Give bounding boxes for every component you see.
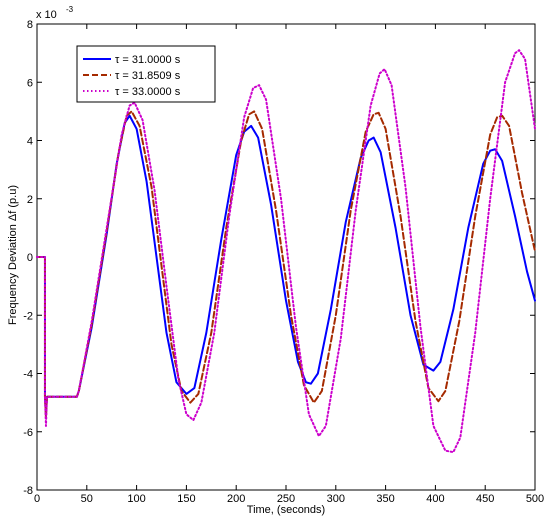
x-tick-label: 500 <box>526 493 544 505</box>
y-multiplier-label: x 10 <box>36 9 57 21</box>
y-tick-label: -2 <box>23 310 33 322</box>
x-tick-label: 50 <box>81 493 93 505</box>
series-line-3 <box>36 49 536 454</box>
x-tick-label: 300 <box>327 493 345 505</box>
x-tick-label: 400 <box>426 493 444 505</box>
y-tick-label: 4 <box>27 136 33 148</box>
legend-label-1: τ = 31.0000 s <box>115 54 181 66</box>
y-tick-label: 6 <box>27 77 33 89</box>
legend-label-3: τ = 33.0000 s <box>115 86 181 98</box>
series-line-1 <box>36 114 536 416</box>
legend: τ = 31.0000 s τ = 31.8509 s τ = 33.0000 s <box>76 45 216 103</box>
y-axis-label: Frequency Deviation Δf (p.u) <box>7 185 19 325</box>
y-tick-label: -6 <box>23 427 33 439</box>
x-tick-label: 100 <box>127 493 145 505</box>
legend-box <box>76 45 216 103</box>
y-tick-label: 0 <box>27 252 33 264</box>
y-tick-label: -8 <box>23 485 33 497</box>
series-line-2 <box>36 110 536 419</box>
x-tick-label: 150 <box>177 493 195 505</box>
x-tick-label: 0 <box>34 493 40 505</box>
y-multiplier-exponent: -3 <box>66 5 74 14</box>
x-tick-label: 200 <box>227 493 245 505</box>
plot-area: 0 50 100 150 200 250 300 350 400 450 500 -8 -6 -4 -2 0 2… <box>23 19 544 505</box>
x-tick-label: 450 <box>476 493 494 505</box>
x-tick-label: 250 <box>277 493 295 505</box>
y-tick-label: 8 <box>27 19 33 31</box>
y-tick-label: 2 <box>27 194 33 206</box>
x-tick-label: 350 <box>376 493 394 505</box>
legend-label-2: τ = 31.8509 s <box>115 70 181 82</box>
x-axis-label: Time, (seconds) <box>247 504 325 516</box>
y-tick-label: -4 <box>23 369 33 381</box>
